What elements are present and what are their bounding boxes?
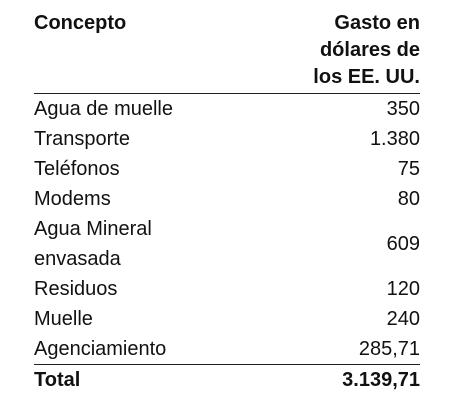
table-header: Concepto Gasto en dólares de los EE. UU. <box>34 10 420 94</box>
concept-cell: Agua de muelle <box>34 98 173 120</box>
amount-cell: 75 <box>397 158 420 180</box>
concept-cell: Modems <box>34 188 111 210</box>
table-row: Residuos 120 <box>34 274 420 304</box>
concept-cell: Teléfonos <box>34 158 120 180</box>
concept-cell: Muelle <box>34 308 93 330</box>
amount-cell: 350 <box>386 98 420 120</box>
total-row: Total 3.139,71 <box>34 364 420 395</box>
table-row: Teléfonos 75 <box>34 154 420 184</box>
table-row: Transporte 1.380 <box>34 124 420 154</box>
concept-cell: Residuos <box>34 278 118 300</box>
header-cell: Concepto <box>34 10 227 94</box>
table-row: Agenciamiento 285,71 <box>34 334 420 365</box>
amount-cell: 609 <box>386 233 420 255</box>
header-cell: Gasto en dólares de los EE. UU. <box>227 10 420 94</box>
concept-cell: Agenciamiento <box>34 338 167 360</box>
concept-cell: Transporte <box>34 128 130 150</box>
concept-cell: Agua Mineral envasada <box>34 218 152 270</box>
table-body: Agua de muelle 350 Transporte 1.380 Teléfono… <box>34 94 420 395</box>
document: Concepto Gasto en dólares de los EE. UU.… <box>34 10 420 395</box>
amount-cell: 3.139,71 <box>227 364 420 395</box>
table-row: Modems 80 <box>34 184 420 214</box>
table-row: Muelle 240 <box>34 304 420 334</box>
table-row: Agua de muelle 350 <box>34 94 420 125</box>
amount-cell: 80 <box>397 188 420 210</box>
header-row: Concepto Gasto en dólares de los EE. UU. <box>34 10 420 94</box>
concept-cell: Total <box>34 364 227 395</box>
amount-cell: 240 <box>386 308 420 330</box>
amount-cell: 120 <box>386 278 420 300</box>
amount-cell: 285,71 <box>358 338 420 360</box>
amount-cell: 1.380 <box>369 128 420 150</box>
cost-table: Concepto Gasto en dólares de los EE. UU.… <box>34 10 420 395</box>
table-row: Agua Mineral envasada 609 <box>34 214 420 274</box>
